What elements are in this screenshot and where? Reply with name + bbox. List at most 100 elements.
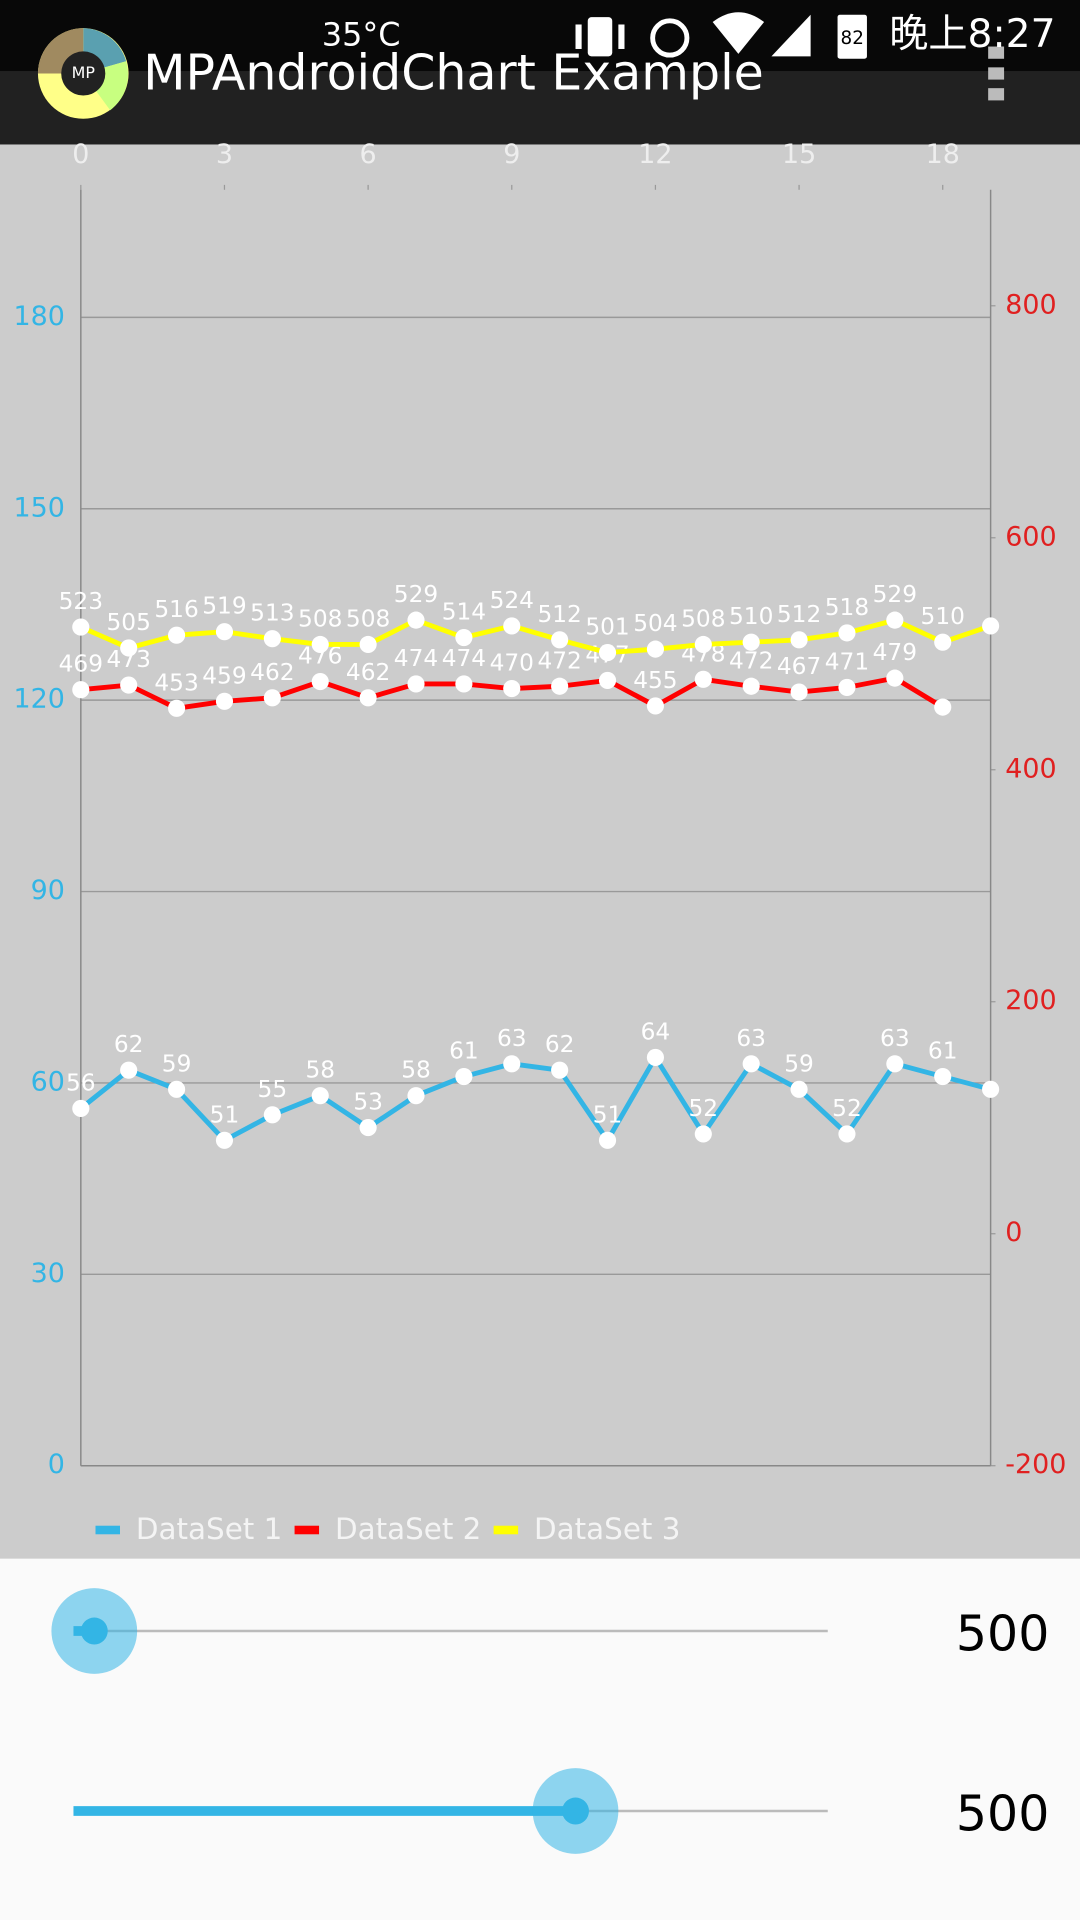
y2-tick-label: -200 bbox=[1005, 1449, 1066, 1480]
data-point bbox=[263, 689, 281, 707]
data-label: 471 bbox=[825, 648, 869, 675]
data-label: 51 bbox=[593, 1101, 623, 1128]
data-point bbox=[168, 699, 186, 717]
status-bar bbox=[0, 0, 1080, 72]
x-tick-label: 15 bbox=[782, 139, 816, 170]
data-label: 53 bbox=[353, 1089, 383, 1116]
data-label: 63 bbox=[736, 1025, 766, 1052]
data-point bbox=[72, 618, 90, 636]
data-point bbox=[503, 617, 521, 635]
data-point bbox=[838, 678, 856, 696]
data-label: 508 bbox=[681, 605, 725, 632]
data-point bbox=[215, 692, 234, 710]
data-label: 508 bbox=[298, 605, 342, 632]
data-label: 512 bbox=[537, 601, 581, 628]
status-battery: 82 bbox=[841, 28, 864, 49]
y2-tick-label: 600 bbox=[1005, 521, 1056, 552]
data-label: 474 bbox=[394, 645, 438, 672]
data-point bbox=[215, 1131, 234, 1149]
data-point bbox=[838, 624, 856, 642]
data-point bbox=[790, 631, 808, 649]
data-label: 62 bbox=[545, 1031, 575, 1058]
data-point bbox=[311, 635, 329, 654]
slider-2[interactable] bbox=[73, 1768, 828, 1854]
data-label: 504 bbox=[633, 610, 677, 637]
data-point bbox=[886, 1055, 904, 1073]
data-point bbox=[455, 675, 473, 693]
data-label: 62 bbox=[114, 1031, 144, 1058]
data-point bbox=[120, 676, 138, 694]
data-label: 472 bbox=[537, 647, 581, 674]
logo-text: MP bbox=[72, 63, 96, 82]
data-point bbox=[263, 630, 281, 648]
data-label: 505 bbox=[107, 609, 151, 636]
data-label: 52 bbox=[689, 1095, 719, 1122]
chart-background bbox=[0, 144, 1080, 1559]
data-label: 513 bbox=[250, 600, 294, 627]
data-point bbox=[934, 698, 952, 716]
data-label: 479 bbox=[873, 639, 917, 666]
data-point bbox=[886, 611, 904, 629]
data-point bbox=[359, 1119, 377, 1137]
data-point bbox=[742, 1055, 760, 1073]
slider-1[interactable] bbox=[51, 1588, 828, 1674]
x-tick-label: 3 bbox=[216, 139, 233, 170]
data-label: 462 bbox=[250, 659, 294, 686]
data-label: 64 bbox=[641, 1018, 671, 1045]
data-label: 524 bbox=[490, 587, 534, 614]
data-point bbox=[646, 1048, 664, 1066]
data-point bbox=[455, 1067, 473, 1086]
data-label: 472 bbox=[729, 647, 773, 674]
series-line bbox=[79, 1054, 992, 1143]
controls-panel bbox=[0, 1558, 1080, 1920]
y-tick-label: 120 bbox=[14, 684, 65, 715]
legend-swatch bbox=[493, 1525, 519, 1535]
y2-tick-label: 200 bbox=[1005, 985, 1056, 1016]
y-tick-label: 150 bbox=[14, 492, 65, 523]
status-temperature: 35°C bbox=[322, 16, 401, 54]
data-label: 58 bbox=[305, 1057, 335, 1084]
data-label: 516 bbox=[154, 596, 198, 623]
y2-tick-label: 0 bbox=[1005, 1217, 1022, 1248]
legend-label: DataSet 2 bbox=[335, 1512, 481, 1546]
slider-value: 500 bbox=[956, 1786, 1049, 1843]
data-point bbox=[598, 671, 617, 690]
data-label: 518 bbox=[825, 594, 869, 621]
data-point bbox=[694, 1125, 712, 1143]
data-label: 514 bbox=[442, 599, 486, 626]
data-label: 61 bbox=[928, 1038, 958, 1065]
y-tick-label: 0 bbox=[48, 1449, 65, 1480]
data-label: 58 bbox=[401, 1057, 431, 1084]
legend-swatch bbox=[294, 1525, 320, 1535]
data-point bbox=[551, 677, 569, 695]
y-tick-label: 180 bbox=[14, 301, 65, 332]
data-point bbox=[503, 679, 521, 698]
slider-value: 500 bbox=[956, 1606, 1049, 1663]
data-point bbox=[742, 633, 760, 651]
data-label: 455 bbox=[633, 667, 677, 694]
data-point bbox=[455, 628, 473, 647]
data-label: 453 bbox=[154, 669, 198, 696]
data-label: 529 bbox=[873, 581, 917, 608]
data-label: 56 bbox=[66, 1069, 96, 1096]
data-point bbox=[407, 611, 425, 629]
x-tick-label: 18 bbox=[926, 139, 960, 170]
overflow-menu[interactable] bbox=[988, 46, 1005, 101]
data-label: 51 bbox=[210, 1101, 240, 1128]
data-point bbox=[551, 1061, 569, 1079]
y-tick-label: 60 bbox=[31, 1066, 65, 1097]
data-label: 467 bbox=[777, 653, 821, 680]
data-point bbox=[982, 1080, 1000, 1098]
data-label: 519 bbox=[202, 593, 246, 620]
data-point bbox=[120, 1061, 138, 1079]
data-label: 474 bbox=[442, 645, 486, 672]
data-point bbox=[694, 635, 712, 654]
data-point bbox=[407, 675, 425, 693]
status-time: 晚上8:27 bbox=[889, 12, 1055, 57]
data-point bbox=[72, 1099, 90, 1118]
data-label: 508 bbox=[346, 605, 390, 632]
x-tick-label: 9 bbox=[503, 139, 520, 170]
data-point bbox=[72, 681, 90, 699]
